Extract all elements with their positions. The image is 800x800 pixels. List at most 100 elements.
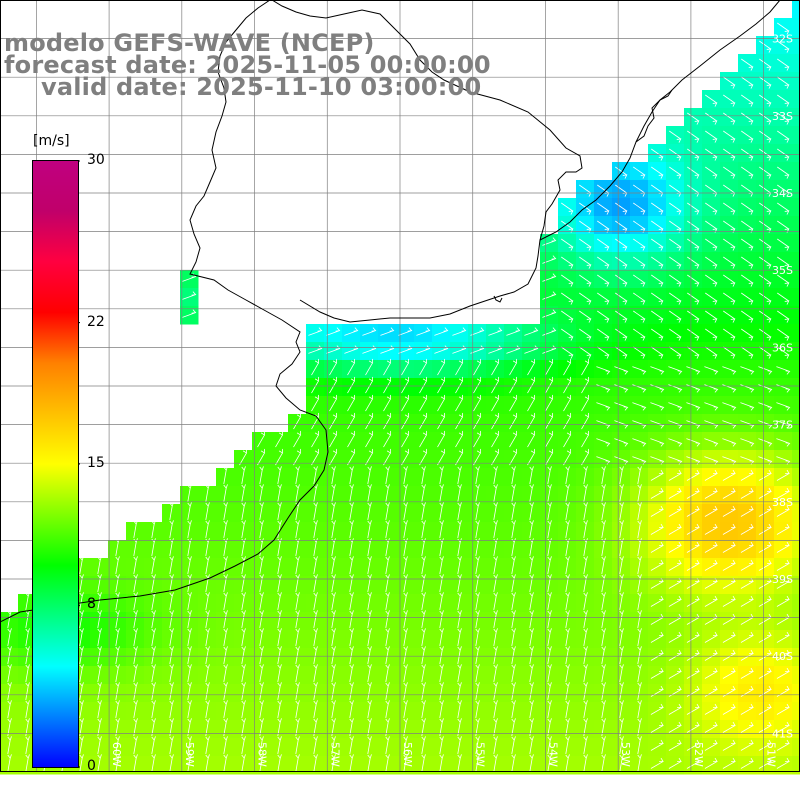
wind-arrow [115, 736, 120, 754]
wind-arrow [529, 538, 534, 556]
wind-arrow [259, 556, 264, 574]
wind-arrow [633, 274, 646, 287]
wind-arrow [651, 256, 664, 269]
wind-arrow [722, 631, 736, 643]
wind-arrow [777, 130, 790, 143]
lon-label: 58W [256, 742, 269, 767]
wind-arrow [169, 736, 174, 754]
wind-arrow [633, 292, 646, 305]
wind-arrow [365, 394, 373, 412]
wind-arrow [329, 376, 337, 394]
wind-arrow [777, 346, 790, 359]
wind-arrow [313, 592, 318, 610]
wind-arrow [277, 664, 282, 682]
wind-arrow [421, 700, 426, 718]
field-cell [792, 486, 800, 505]
wind-arrow [637, 592, 642, 610]
wind-arrow [259, 754, 264, 772]
wind-arrow [7, 736, 12, 754]
wind-arrow [637, 502, 642, 520]
wind-arrow [277, 538, 282, 556]
wind-arrow [529, 664, 534, 682]
wind-arrow [619, 700, 624, 718]
wind-arrow [723, 94, 736, 107]
wind-arrow [529, 700, 534, 718]
wind-arrow [668, 685, 682, 697]
wind-arrow [705, 202, 718, 215]
wind-arrow [439, 520, 444, 538]
wind-arrow [527, 412, 535, 430]
wind-arrow [79, 628, 84, 646]
wind-arrow [97, 574, 102, 592]
wind-arrow [545, 430, 553, 448]
wind-arrow [579, 202, 592, 215]
wind-arrow [597, 238, 610, 251]
wind-arrow [740, 469, 754, 481]
wind-arrow [331, 520, 336, 538]
wind-arrow [403, 502, 408, 520]
wind-arrow [259, 520, 264, 538]
wind-arrow [601, 664, 606, 682]
wind-arrow [475, 520, 480, 538]
wind-arrow [187, 664, 192, 682]
wind-arrow [295, 502, 300, 520]
wind-arrow [758, 366, 773, 375]
wind-arrow [241, 628, 246, 646]
wind-arrow [650, 438, 665, 447]
wind-arrow [547, 736, 552, 754]
wind-arrow [633, 346, 646, 359]
wind-arrow [398, 327, 413, 336]
wind-arrow [740, 685, 754, 697]
wind-arrow [133, 610, 138, 628]
wind-arrow [529, 484, 534, 502]
wind-arrow [705, 94, 718, 107]
wind-arrow [349, 556, 354, 574]
lon-label: 60W [110, 742, 123, 767]
wind-arrow [457, 538, 462, 556]
wind-arrow [686, 649, 700, 661]
wind-arrow [704, 703, 718, 715]
wind-arrow [380, 327, 395, 336]
field-cell [792, 504, 800, 523]
wind-arrow [79, 574, 84, 592]
colorbar-gradient [32, 160, 79, 768]
wind-arrow [776, 402, 791, 411]
wind-arrow [722, 739, 736, 751]
wind-arrow [777, 292, 790, 305]
wind-arrow [583, 484, 588, 502]
wind-arrow [385, 700, 390, 718]
wind-arrow [524, 345, 539, 354]
wind-arrow [777, 166, 790, 179]
wind-arrow [596, 438, 611, 447]
wind-arrow [615, 238, 628, 251]
field-cell [792, 558, 800, 577]
wind-arrow [241, 754, 246, 772]
wind-arrow [723, 148, 736, 161]
field-cell [792, 540, 800, 559]
wind-arrow [669, 166, 682, 179]
wind-arrow [669, 202, 682, 215]
wind-arrow [313, 700, 318, 718]
wind-arrow [583, 466, 588, 484]
wind-arrow [669, 310, 682, 323]
wind-arrow [686, 541, 700, 553]
wind-arrow [493, 610, 498, 628]
wind-arrow [457, 610, 462, 628]
wind-arrow [740, 667, 754, 679]
wind-arrow [565, 682, 570, 700]
wind-arrow [187, 502, 192, 520]
field-cell [792, 108, 800, 127]
wind-arrow [650, 541, 664, 553]
wind-arrow [385, 628, 390, 646]
wind-arrow [637, 736, 642, 754]
wind-arrow [385, 520, 390, 538]
wind-arrow [383, 376, 391, 394]
wind-arrow [776, 384, 791, 393]
wind-arrow [597, 202, 610, 215]
wind-arrow [475, 700, 480, 718]
wind-arrow [475, 538, 480, 556]
wind-arrow [614, 438, 629, 447]
wind-arrow [115, 538, 120, 556]
wind-arrow [295, 628, 300, 646]
wind-arrow [687, 166, 700, 179]
